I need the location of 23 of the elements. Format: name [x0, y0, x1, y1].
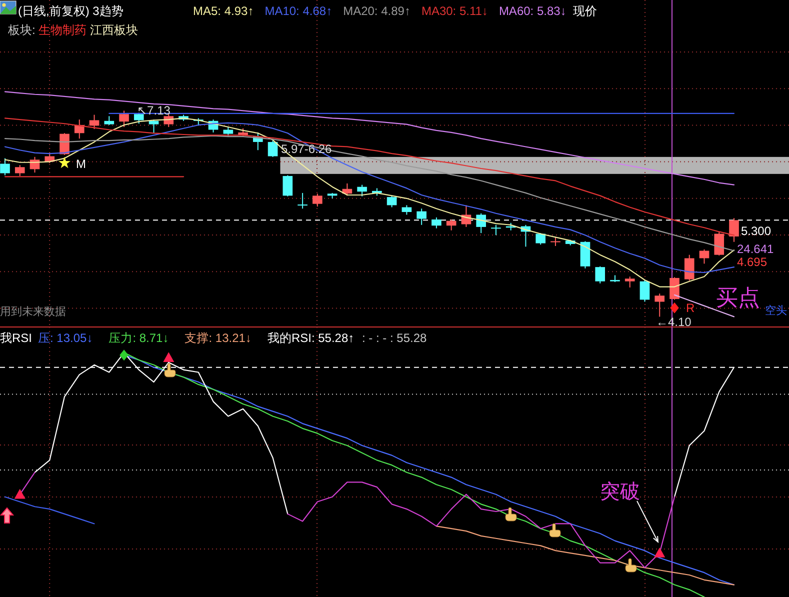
annotation: 24.641	[737, 242, 774, 256]
title: 我RSI	[0, 331, 32, 345]
legend-item: 压: 13.05↓	[38, 331, 93, 345]
title: (日线,前复权) 3趋势	[18, 4, 124, 18]
legend-item: MA20: 4.89↑	[343, 4, 410, 18]
annotation: 5.300	[741, 224, 772, 238]
legend-item: 压力: 8.71↓	[108, 331, 169, 345]
subtitle: 板块: 生物制药 江西板块	[8, 23, 138, 37]
annotation: 4.695	[737, 255, 768, 269]
annotation: 现价	[573, 4, 597, 18]
annotation: 用到未来数据	[0, 306, 66, 318]
annotation: M	[76, 157, 86, 171]
legend-item: 我的RSI: 55.28↑	[267, 331, 354, 345]
legend-item: 支撑: 13.21↓	[184, 331, 252, 345]
annotation: 突破	[600, 481, 640, 503]
legend-item: MA10: 4.68↑	[264, 4, 332, 18]
legend-item: MA60: 5.83↓	[498, 4, 566, 18]
annotation: 空头	[765, 305, 787, 317]
legend-item: MA30: 5.11↓	[421, 4, 488, 18]
legend-item: MA5: 4.93↑	[193, 4, 254, 18]
annotation: : - : - : 55.28	[362, 331, 427, 345]
annotation: R	[686, 301, 695, 315]
annotation: 买点	[716, 285, 760, 310]
